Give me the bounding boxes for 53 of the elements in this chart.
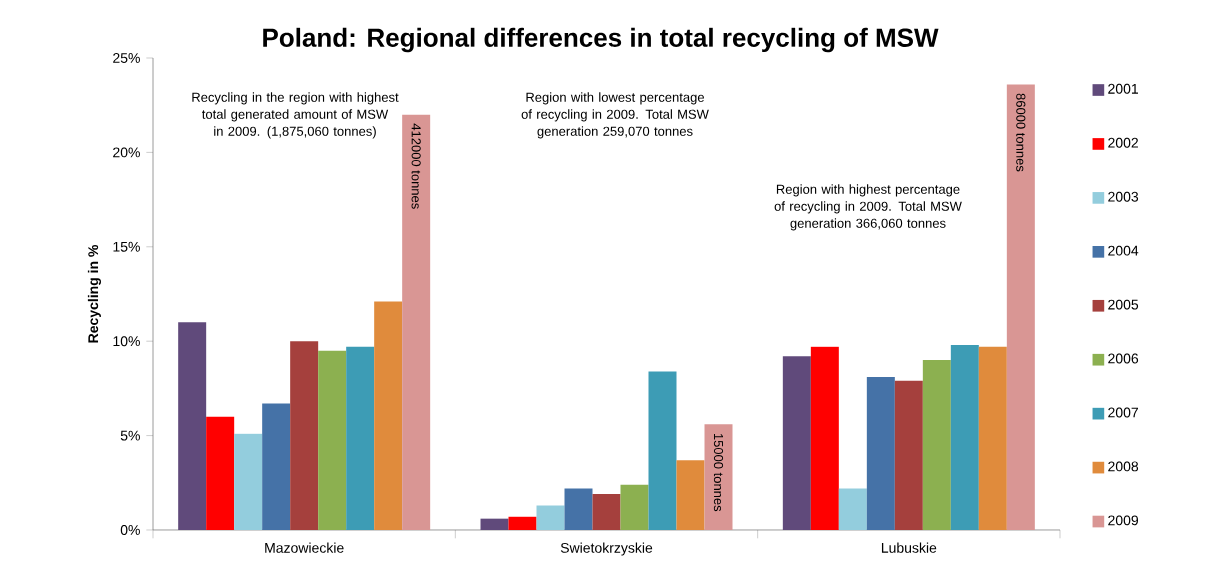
- x-tick-label: Lubuskie: [881, 542, 937, 553]
- bar: [564, 488, 593, 530]
- y-tick-label: 0%: [120, 525, 140, 535]
- bar: [402, 114, 431, 530]
- bar: [620, 484, 649, 530]
- y-tick-label: 25%: [113, 53, 140, 63]
- bar: [648, 371, 677, 530]
- bar: [810, 346, 839, 530]
- bar: [704, 424, 733, 530]
- bar: [178, 322, 207, 530]
- bar: [290, 341, 319, 530]
- bar: [346, 346, 375, 530]
- bar: [866, 377, 895, 530]
- x-tick-label: Mazowieckie: [265, 542, 344, 553]
- annotation: 15000 tonnes: [713, 433, 724, 512]
- bar: [592, 494, 621, 530]
- bar: [206, 416, 235, 530]
- y-tick-label: 10%: [113, 336, 140, 347]
- y-axis-title: Recycling in %: [87, 244, 102, 343]
- bar: [978, 346, 1007, 530]
- legend-label: 2008: [1108, 461, 1139, 472]
- bar: [234, 433, 263, 530]
- bar: [480, 518, 509, 530]
- bar: [374, 301, 403, 530]
- annotation: Recycling in the region with highest total generated amount of MSW in 2009. (1,875,060 tonnes): [192, 92, 399, 139]
- chart-title: Poland: Regional differences in total recycling of MSW: [263, 27, 939, 53]
- bar: [262, 403, 291, 530]
- bar: [894, 380, 923, 530]
- legend-label: 2003: [1108, 191, 1139, 202]
- legend-label: 2002: [1108, 137, 1138, 148]
- y-tick-label: 15%: [113, 241, 140, 252]
- legend-label: 2001: [1108, 83, 1138, 94]
- annotation: 86000 tonnes: [1016, 93, 1026, 172]
- y-tick-label: 20%: [113, 147, 140, 158]
- bar: [838, 488, 867, 530]
- bar: [950, 344, 979, 530]
- legend-label: 2005: [1108, 299, 1139, 310]
- y-tick-label: 5%: [120, 430, 140, 441]
- legend-label: 2004: [1108, 245, 1139, 256]
- annotation: 412000 tonnes: [411, 123, 421, 209]
- x-tick-label: Swietokrzyskie: [560, 542, 653, 556]
- legend-label: 2009: [1108, 515, 1139, 526]
- bar: [922, 360, 951, 530]
- legend-label: 2006: [1108, 353, 1139, 364]
- bar: [536, 505, 565, 530]
- annotation: Region with highest percentage of recycling in 2009. Total MSW generation 366,060 tonnes: [774, 184, 962, 231]
- bar: [1006, 84, 1035, 530]
- legend-label: 2007: [1108, 407, 1138, 418]
- bar: [676, 460, 705, 530]
- bar: [318, 350, 347, 530]
- annotation: Region with lowest percentage of recycling in 2009. Total MSW generation 259,070 tonnes: [521, 92, 709, 139]
- bar: [782, 356, 811, 530]
- bar: [508, 516, 537, 530]
